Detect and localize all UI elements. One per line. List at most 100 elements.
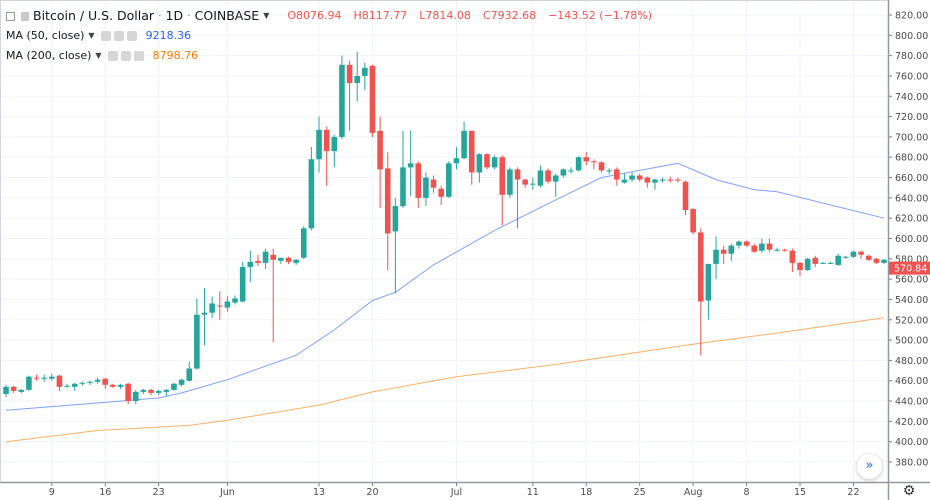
y-tick-label: 500.00 — [895, 336, 928, 347]
candle-body — [843, 256, 849, 258]
candle-body — [323, 129, 330, 152]
candle-body — [461, 130, 467, 159]
chevron-down-icon[interactable]: ▼ — [263, 11, 270, 20]
candle-body — [308, 159, 315, 229]
candle-body — [484, 154, 490, 168]
candle-body — [41, 377, 47, 379]
candle-body — [278, 257, 284, 261]
candle-body — [873, 258, 880, 263]
y-tick-label: 640.00 — [895, 193, 928, 204]
candle-body — [858, 251, 864, 255]
candle-body — [591, 161, 597, 163]
candle-body — [613, 169, 620, 180]
y-tick-label: 740.00 — [895, 92, 928, 103]
y-tick-label: 620.00 — [895, 214, 928, 225]
x-tick-label: Jun — [219, 487, 235, 498]
candle-body — [148, 389, 154, 393]
symbol-logo-icon — [21, 11, 29, 21]
candle-body — [804, 258, 811, 270]
candle-body — [598, 162, 605, 171]
candle-body — [789, 250, 796, 263]
y-tick-label: 600.00 — [895, 234, 928, 245]
y-tick-label: 760.00 — [895, 71, 928, 82]
candle-body — [285, 257, 292, 262]
candle-body — [705, 263, 712, 301]
y-tick-label: 800.00 — [895, 31, 928, 42]
candle-body — [224, 301, 231, 308]
scroll-to-realtime-button[interactable]: » — [857, 454, 882, 479]
candle-body — [491, 157, 498, 168]
candle-body — [102, 378, 109, 385]
candle-body — [751, 245, 758, 252]
ohlc-open: O8076.94 — [287, 9, 342, 22]
candle-body — [194, 314, 200, 369]
indicator-ma50[interactable]: MA (50, close) ▼ 9218.36 — [6, 26, 652, 46]
candle-body — [407, 163, 414, 168]
x-tick-label: Jul — [450, 487, 462, 498]
candle-body — [71, 383, 78, 387]
x-tick-label: 15 — [794, 487, 806, 498]
eye-icon[interactable] — [107, 51, 118, 61]
y-tick-label: 480.00 — [895, 356, 928, 367]
candle-body — [262, 251, 269, 263]
candle-body — [636, 175, 643, 180]
candle-body — [690, 209, 696, 233]
candle-body — [125, 383, 131, 402]
candle-body — [94, 379, 101, 382]
gear-icon[interactable]: ⚙ — [902, 483, 916, 499]
candle-body — [881, 259, 887, 263]
candle-body — [239, 266, 246, 302]
y-tick-label: 820.00 — [895, 11, 928, 22]
candle-body — [621, 179, 628, 183]
y-tick-label: 520.00 — [895, 315, 928, 326]
close-icon[interactable] — [133, 51, 144, 61]
candle-body — [3, 386, 9, 394]
candle-body — [476, 154, 483, 173]
candle-body — [384, 168, 391, 234]
candle-body — [300, 228, 307, 258]
x-tick-label: 8 — [744, 487, 750, 498]
y-tick-label: 400.00 — [895, 437, 928, 448]
candle-body — [64, 385, 70, 387]
candle-body — [560, 169, 567, 176]
y-tick-label: 580.00 — [895, 254, 928, 265]
candle-body — [423, 177, 429, 198]
candle-body — [201, 312, 208, 315]
candle-body — [675, 179, 681, 181]
chevron-down-icon[interactable]: ▼ — [88, 31, 95, 40]
candle-body — [720, 249, 727, 254]
y-tick-label: 720.00 — [895, 112, 928, 123]
candle-body — [507, 169, 513, 195]
candle-body — [132, 391, 139, 402]
candle-body — [293, 259, 299, 263]
interval[interactable]: 1D — [165, 8, 184, 23]
indicator-label[interactable]: MA (200, close) — [6, 49, 92, 62]
candle-body — [781, 249, 788, 251]
close-icon[interactable] — [126, 31, 137, 41]
candle-body — [728, 245, 735, 254]
candle-body — [178, 379, 185, 385]
chevron-down-icon[interactable]: ▼ — [95, 51, 102, 60]
indicator-ma200[interactable]: MA (200, close) ▼ 8798.76 — [6, 46, 652, 66]
collapse-legend-icon[interactable] — [6, 11, 15, 21]
settings-icon[interactable] — [113, 31, 124, 41]
candle-body — [820, 262, 826, 264]
candle-body — [652, 179, 658, 183]
candle-body — [797, 262, 803, 270]
candle-body — [33, 377, 40, 379]
settings-icon[interactable] — [120, 51, 131, 61]
candle-body — [140, 389, 147, 392]
candle-body — [400, 167, 406, 206]
symbol-title[interactable]: Bitcoin / U.S. Dollar — [33, 8, 155, 23]
symbol-row: Bitcoin / U.S. Dollar · 1D · COINBASE ▼ … — [6, 6, 652, 26]
y-tick-label: 440.00 — [895, 397, 928, 408]
exchange[interactable]: COINBASE — [194, 8, 260, 23]
candle-body — [759, 243, 765, 251]
candle-body — [629, 175, 635, 180]
candle-body — [545, 170, 551, 182]
y-tick-label: 660.00 — [895, 173, 928, 184]
eye-icon[interactable] — [100, 31, 111, 41]
indicator-label[interactable]: MA (50, close) — [6, 29, 85, 42]
y-tick-label: 780.00 — [895, 51, 928, 62]
